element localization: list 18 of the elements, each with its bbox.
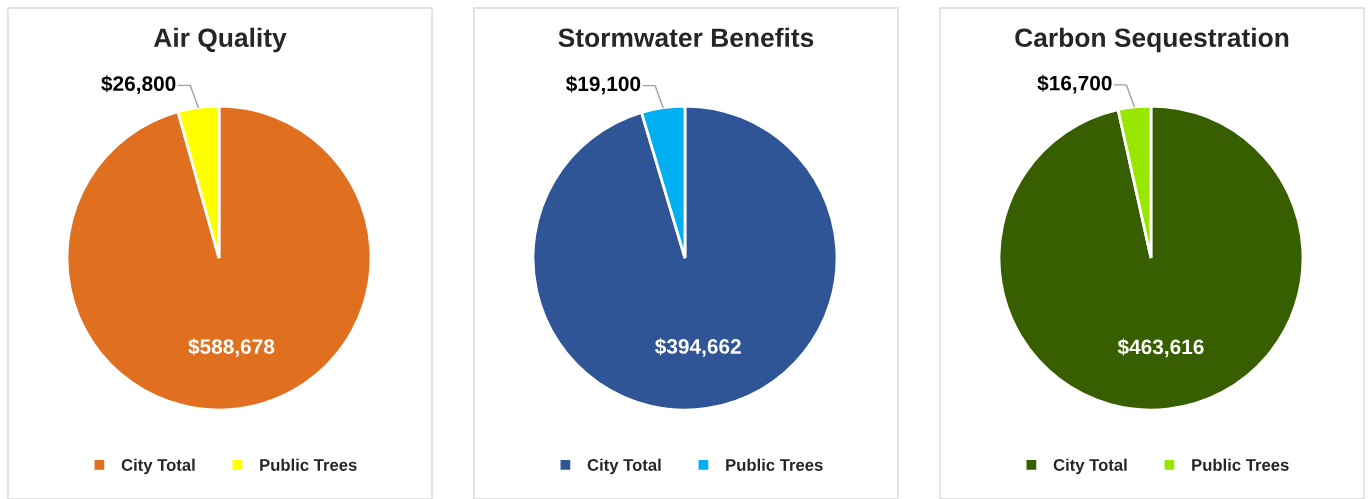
pie-slice [531, 104, 839, 412]
legend-label: City Total [1053, 458, 1127, 475]
data-label: $588,678 [188, 338, 275, 357]
legend-label: Public Trees [726, 458, 823, 471]
chart-title: Air Quality [153, 27, 287, 53]
legend-label: Public Trees [260, 458, 357, 471]
pie-slice [997, 104, 1305, 412]
data-label: $463,616 [1117, 338, 1204, 358]
chart-title: Carbon Sequestration [1015, 27, 1289, 53]
chart-title: Stormwater Benefits [558, 27, 814, 48]
data-label: $19,100 [566, 75, 641, 95]
data-label: $16,700 [1037, 74, 1112, 94]
legend-label: City Total [587, 458, 661, 475]
legend-label: City Total [121, 458, 195, 475]
pie-slice [65, 104, 373, 412]
data-label: $394,662 [655, 338, 741, 357]
legend-label: Public Trees [1192, 458, 1289, 471]
data-label: $26,800 [101, 75, 176, 95]
